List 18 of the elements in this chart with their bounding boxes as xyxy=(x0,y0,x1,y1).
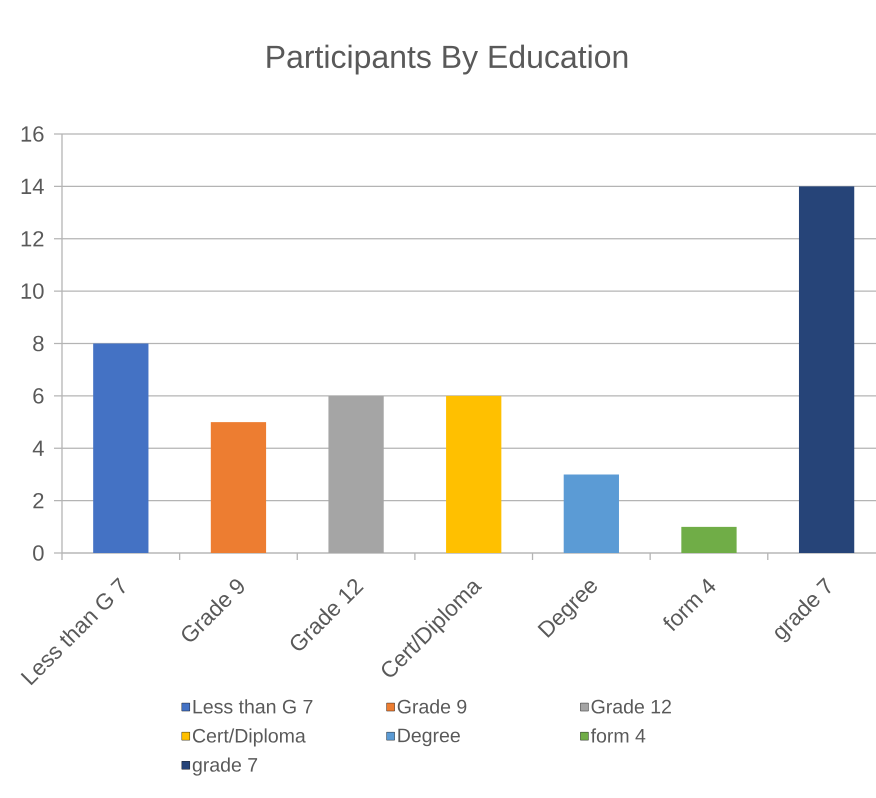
y-tick-label: 16 xyxy=(22,126,44,142)
legend-label: Degree xyxy=(398,728,460,746)
y-tick-label: 14 xyxy=(22,178,44,194)
legend-label: Less than G 7 xyxy=(194,699,312,714)
y-tick-label: 4 xyxy=(32,440,44,456)
y-tick-label: 12 xyxy=(22,231,44,246)
legend-label: Grade 9 xyxy=(398,699,466,714)
y-tick-label: 2 xyxy=(33,492,44,508)
y-tick-label: 8 xyxy=(33,336,44,352)
x-tick-label: form 4 xyxy=(663,578,716,632)
y-tick-label: 6 xyxy=(33,388,44,404)
legend-label: form 4 xyxy=(590,728,646,743)
legend-label: grade 7 xyxy=(192,757,258,776)
legend-label: Cert/Diploma xyxy=(192,728,306,747)
legend-label: Grade 12 xyxy=(592,699,671,714)
y-tick-label: 10 xyxy=(22,283,44,299)
y-tick-label: 0 xyxy=(33,545,44,561)
chart-title: Participants By Education xyxy=(267,44,628,74)
